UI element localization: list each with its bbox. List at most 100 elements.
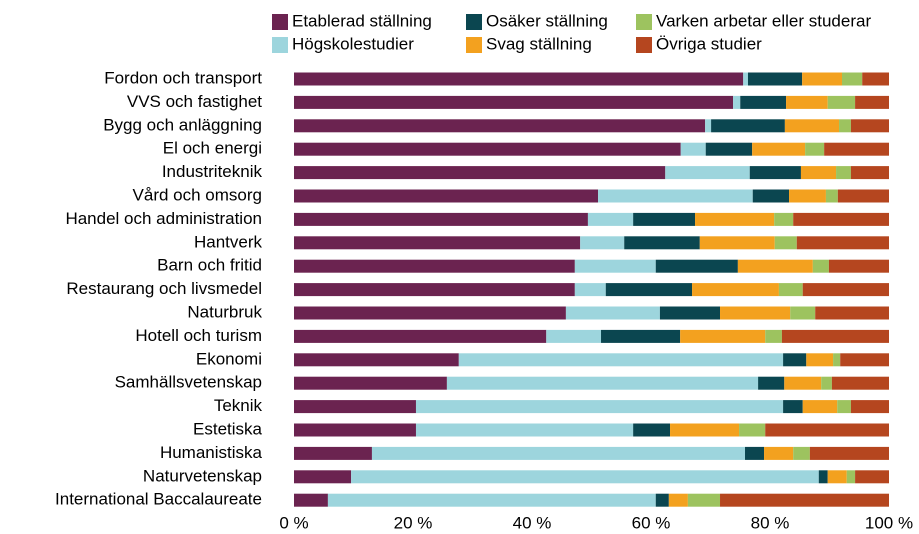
bar-segment [837, 189, 889, 203]
bar-segment [294, 353, 459, 367]
bar-segment [458, 353, 784, 367]
bar-segment [749, 166, 801, 180]
bar-segment [659, 306, 721, 320]
bar-segment [765, 423, 889, 437]
bar-segment [745, 446, 765, 460]
category-label: Ekonomi [196, 349, 262, 368]
bar-segment [802, 72, 842, 86]
bar-segment [841, 72, 863, 86]
bar-segment [705, 142, 753, 156]
bar-segment [828, 259, 889, 273]
bar-segment [793, 212, 889, 226]
bar-segment [624, 236, 700, 250]
bar-segment [546, 329, 602, 343]
bar-segment [850, 119, 889, 133]
bar-segment [294, 236, 581, 250]
legend-swatch [636, 37, 652, 53]
bar-segment [294, 212, 588, 226]
bar-segment [831, 376, 889, 390]
category-label: Teknik [214, 396, 263, 415]
bar-segment [783, 400, 803, 414]
bar-segment [774, 212, 794, 226]
bar-segment [793, 446, 810, 460]
bar-segment [774, 236, 797, 250]
bar-segment [294, 329, 547, 343]
legend-label: Etablerad ställning [292, 11, 432, 30]
bar-segment [294, 166, 666, 180]
bar-segment [786, 95, 828, 109]
bar-segment [805, 142, 825, 156]
bar-segment [764, 446, 794, 460]
category-label: Humanistiska [160, 443, 263, 462]
bar-segment [790, 306, 816, 320]
bar-segment [747, 72, 803, 86]
bar-segment [351, 470, 819, 484]
bar-segment [827, 470, 847, 484]
bar-segment [415, 400, 784, 414]
category-label: VVS och fastighet [127, 92, 262, 111]
legend-swatch [466, 14, 482, 30]
category-label: Industriteknik [162, 162, 263, 181]
legend-label: Varken arbetar eller studerar [656, 11, 871, 30]
bar-segment [765, 329, 782, 343]
bar-segment [818, 470, 828, 484]
legend-label: Svag ställning [486, 34, 592, 53]
bar-segment [850, 166, 889, 180]
category-label: Vård och omsorg [133, 185, 262, 204]
bar-segment [294, 283, 575, 297]
bar-segment [294, 95, 734, 109]
bar-segment [739, 423, 766, 437]
bar-segment [752, 142, 806, 156]
bar-segment [796, 236, 889, 250]
legend-swatch [636, 14, 652, 30]
bar-segment [574, 259, 656, 273]
bar-segment [758, 376, 785, 390]
bar-segment [633, 423, 671, 437]
bar-segment [802, 400, 838, 414]
bar-segment [827, 95, 856, 109]
bar-segment [778, 283, 803, 297]
bar-segment [743, 72, 748, 86]
x-tick-label: 40 % [513, 513, 552, 532]
category-label: Hotell och turism [135, 326, 262, 345]
bar-segment [800, 166, 837, 180]
category-label: Fordon och transport [104, 68, 262, 87]
bar-segment [855, 470, 889, 484]
bar-segment [665, 166, 750, 180]
bar-segment [752, 189, 790, 203]
x-tick-label: 80 % [751, 513, 790, 532]
bar-segment [294, 142, 681, 156]
bar-segment [294, 306, 566, 320]
category-label: Naturbruk [187, 302, 262, 321]
bar-segment [833, 353, 841, 367]
bar-segment [670, 423, 740, 437]
bar-segment [655, 259, 738, 273]
bar-segment [601, 329, 681, 343]
bar-segment [806, 353, 834, 367]
bar-segment [371, 446, 746, 460]
bar-segment [839, 119, 851, 133]
legend-swatch [466, 37, 482, 53]
bar-segment [680, 142, 706, 156]
bar-segment [815, 306, 889, 320]
bar-segment [836, 166, 851, 180]
bar-segment [840, 353, 889, 367]
bar-segment [733, 95, 741, 109]
x-tick-label: 20 % [394, 513, 433, 532]
bar-segment [294, 259, 575, 273]
bar-segment [824, 142, 889, 156]
bar-segment [294, 119, 706, 133]
x-tick-label: 60 % [632, 513, 671, 532]
bar-segment [668, 493, 688, 507]
bar-segment [855, 95, 889, 109]
bar-segment [720, 493, 889, 507]
bar-segment [294, 470, 352, 484]
category-label: Handel och administration [65, 209, 262, 228]
bar-segment [812, 259, 829, 273]
bar-segment [705, 119, 712, 133]
category-label: International Baccalaureate [55, 490, 262, 509]
bar-segment [598, 189, 753, 203]
category-label: Bygg och anläggning [103, 115, 262, 134]
bar-segment [695, 212, 775, 226]
